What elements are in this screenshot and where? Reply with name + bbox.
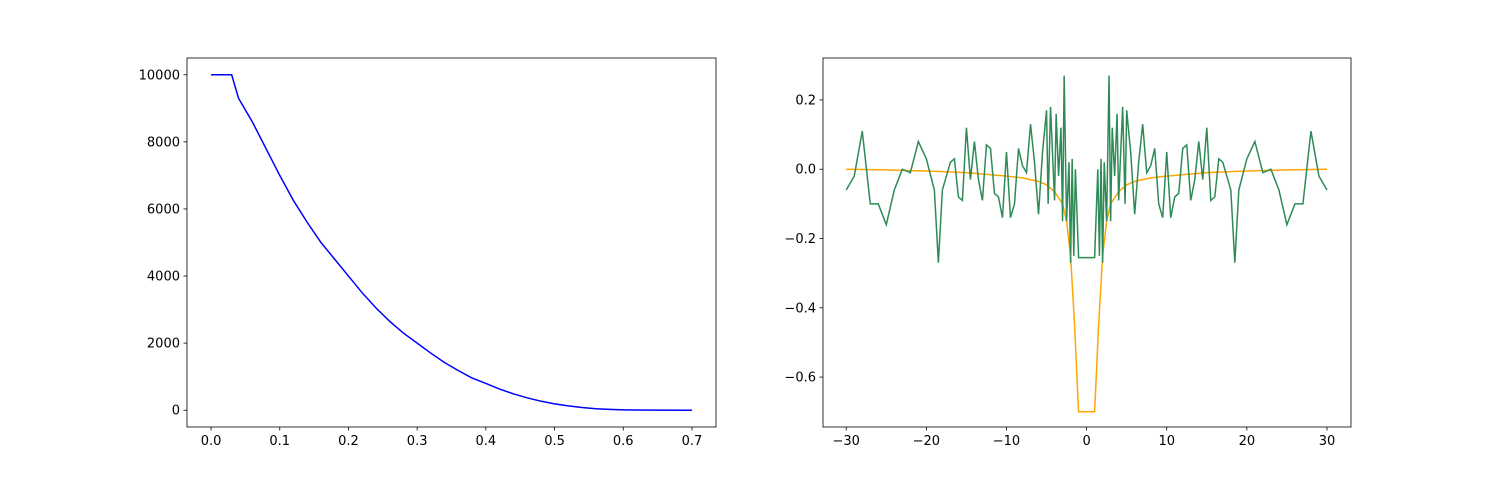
- axes-frame: [822, 57, 1352, 428]
- x-tick-label: 0.7: [682, 434, 703, 449]
- y-tick-label: 0.2: [795, 93, 816, 108]
- y-tick-label: 10000: [139, 68, 180, 83]
- x-tick-label: 0.2: [338, 434, 359, 449]
- y-tick-label: 4000: [147, 270, 180, 285]
- x-tick-label: 0.3: [407, 434, 428, 449]
- x-tick-label: 30: [1319, 434, 1336, 449]
- x-tick-label: 0.4: [476, 434, 497, 449]
- data-line: [846, 168, 1327, 413]
- x-tick-label: 0.6: [613, 434, 634, 449]
- x-tick-label: 0.0: [201, 434, 222, 449]
- y-tick-label: −0.4: [784, 301, 816, 316]
- x-tick-label: −30: [833, 434, 860, 449]
- data-line: [845, 75, 1328, 263]
- x-tick-label: 20: [1239, 434, 1256, 449]
- x-tick-label: −20: [913, 434, 940, 449]
- data-line: [211, 74, 692, 411]
- y-tick-label: 0.0: [795, 163, 816, 178]
- y-tick-label: −0.6: [784, 371, 816, 386]
- y-tick-label: −0.2: [784, 232, 816, 247]
- y-tick-label: 2000: [147, 337, 180, 352]
- axes-frame: [186, 57, 717, 428]
- y-tick-label: 6000: [147, 202, 180, 217]
- x-tick-label: 0.5: [544, 434, 565, 449]
- y-tick-label: 8000: [147, 135, 180, 150]
- y-tick-label: 0: [172, 404, 180, 419]
- x-tick-label: 0: [1082, 434, 1090, 449]
- x-tick-label: 10: [1158, 434, 1175, 449]
- x-tick-label: −10: [993, 434, 1020, 449]
- x-tick-label: 0.1: [269, 434, 290, 449]
